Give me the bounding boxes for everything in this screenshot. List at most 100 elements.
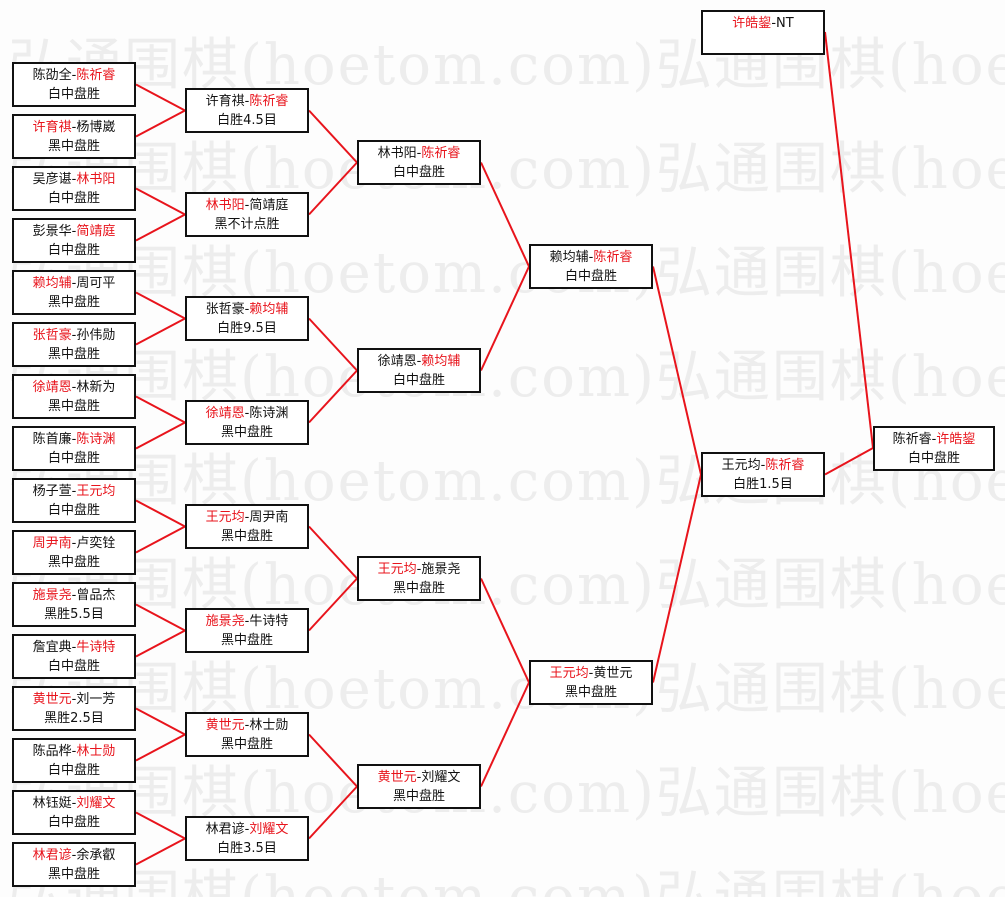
bracket-connector <box>135 109 186 138</box>
white-player: 余承叡 <box>76 848 116 863</box>
match-players: 吴彦谌-林书阳 <box>14 170 134 189</box>
white-player: 刘一芳 <box>76 692 116 707</box>
separator: - <box>244 510 250 525</box>
match-players: 施景尧-牛诗特 <box>187 612 307 631</box>
separator: - <box>244 614 250 629</box>
black-player: 黄世元 <box>377 770 417 785</box>
white-player: 林士勋 <box>76 744 116 759</box>
separator: - <box>588 666 594 681</box>
black-player: 王元均 <box>721 458 761 473</box>
black-player: 林钰娗 <box>32 796 72 811</box>
black-player: 王元均 <box>205 510 245 525</box>
match-result: 白中盘胜 <box>47 243 100 258</box>
white-player: 陈祈睿 <box>765 458 805 473</box>
match-players: 许育祺-陈祈睿 <box>187 92 307 111</box>
bracket-connector <box>135 395 186 424</box>
match-result: 白胜4.5目 <box>217 113 277 128</box>
bracket-connector <box>135 629 186 658</box>
separator: - <box>416 770 422 785</box>
match-box-round-1: 张哲豪-孙伟勋 黑中盘胜 <box>12 322 136 367</box>
bracket-connector <box>308 785 358 840</box>
match-result: 黑中盘胜 <box>220 633 273 648</box>
white-player: 陈祈睿 <box>421 146 461 161</box>
match-players: 杨子萱-王元均 <box>14 482 134 501</box>
separator: - <box>71 328 77 343</box>
separator: - <box>71 380 77 395</box>
match-result: 黑胜5.5目 <box>44 607 104 622</box>
separator: - <box>244 94 250 109</box>
separator: - <box>71 536 77 551</box>
black-player: 张哲豪 <box>32 328 72 343</box>
separator: - <box>760 458 766 473</box>
white-player: 卢奕铨 <box>76 536 116 551</box>
separator: - <box>71 692 77 707</box>
match-box-round-1: 赖均辅-周可平 黑中盘胜 <box>12 270 136 315</box>
bracket-connector <box>480 682 530 787</box>
bracket-connector <box>135 317 186 346</box>
match-players: 陈首廉-陈诗渊 <box>14 430 134 449</box>
black-player: 陈品桦 <box>32 744 72 759</box>
match-players: 徐靖恩-陈诗渊 <box>187 404 307 423</box>
match-result: 白中盘胜 <box>907 451 960 466</box>
white-player: 陈祈睿 <box>249 94 289 109</box>
black-player: 陈首廉 <box>32 432 72 447</box>
black-player: 赖均辅 <box>549 250 589 265</box>
match-box-round-1: 施景尧-曾品杰黑胜5.5目 <box>12 582 136 627</box>
black-player: 陈祈睿 <box>892 432 932 447</box>
bracket-connector <box>135 291 186 320</box>
bracket-connector <box>135 837 186 866</box>
bracket-connector <box>652 266 702 475</box>
black-player: 黄世元 <box>205 718 245 733</box>
black-player: 林书阳 <box>377 146 417 161</box>
match-box-round-2: 黄世元-林士勋 黑中盘胜 <box>185 712 309 757</box>
match-result: 白中盘胜 <box>564 269 617 284</box>
separator: - <box>71 848 77 863</box>
separator: - <box>71 172 77 187</box>
match-players: 赖均辅-陈祈睿 <box>531 248 651 267</box>
black-player: 施景尧 <box>205 614 245 629</box>
match-players: 施景尧-曾品杰 <box>14 586 134 605</box>
bracket-connector <box>308 161 358 216</box>
match-box-round-1: 吴彦谌-林书阳 白中盘胜 <box>12 166 136 211</box>
match-players: 王元均-周尹南 <box>187 508 307 527</box>
match-box-round-1: 詹宜典-牛诗特 白中盘胜 <box>12 634 136 679</box>
black-player: 许育祺 <box>205 94 245 109</box>
match-players: 林书阳-陈祈睿 <box>359 144 479 163</box>
final-match-box: 陈祈睿-许皓鋆 白中盘胜 <box>873 426 995 471</box>
match-box-round-2: 徐靖恩-陈诗渊 黑中盘胜 <box>185 400 309 445</box>
match-result: 白中盘胜 <box>47 763 100 778</box>
separator: - <box>71 224 77 239</box>
black-player: 詹宜典 <box>32 640 72 655</box>
separator: - <box>244 302 250 317</box>
match-result: 黑中盘胜 <box>220 529 273 544</box>
white-player: 陈祈睿 <box>593 250 633 265</box>
match-box-round-1: 杨子萱-王元均 白中盘胜 <box>12 478 136 523</box>
match-box-round-3: 王元均-施景尧 黑中盘胜 <box>357 556 481 601</box>
match-players: 林君谚-刘耀文 <box>187 820 307 839</box>
match-result: 白中盘胜 <box>47 815 100 830</box>
white-player: 牛诗特 <box>249 614 289 629</box>
white-player: 林新为 <box>76 380 116 395</box>
match-box-round-4: 王元均-黄世元 黑中盘胜 <box>529 660 653 705</box>
black-player: 许育祺 <box>32 120 72 135</box>
black-player: 徐靖恩 <box>377 354 417 369</box>
bracket-connector <box>135 603 186 632</box>
match-players: 徐靖恩-林新为 <box>14 378 134 397</box>
bracket-connector <box>135 499 186 528</box>
white-player: 刘耀文 <box>249 822 289 837</box>
match-players: 陈劭全-陈祈睿 <box>14 66 134 85</box>
match-result: 黑胜2.5目 <box>44 711 104 726</box>
match-players: 张哲豪-孙伟勋 <box>14 326 134 345</box>
match-result: 黑中盘胜 <box>47 867 100 882</box>
white-player: 陈祈睿 <box>76 68 116 83</box>
match-players: 徐靖恩-赖均辅 <box>359 352 479 371</box>
black-player: 黄世元 <box>32 692 72 707</box>
match-players: 黄世元-刘耀文 <box>359 768 479 787</box>
match-result: 黑中盘胜 <box>220 737 273 752</box>
separator: - <box>244 822 250 837</box>
bracket-connector <box>135 421 186 450</box>
bracket-connector <box>480 266 530 371</box>
bracket-connector <box>135 187 186 216</box>
bracket-connector <box>480 162 530 267</box>
match-box-round-2: 张哲豪-赖均辅 白胜9.5目 <box>185 296 309 341</box>
